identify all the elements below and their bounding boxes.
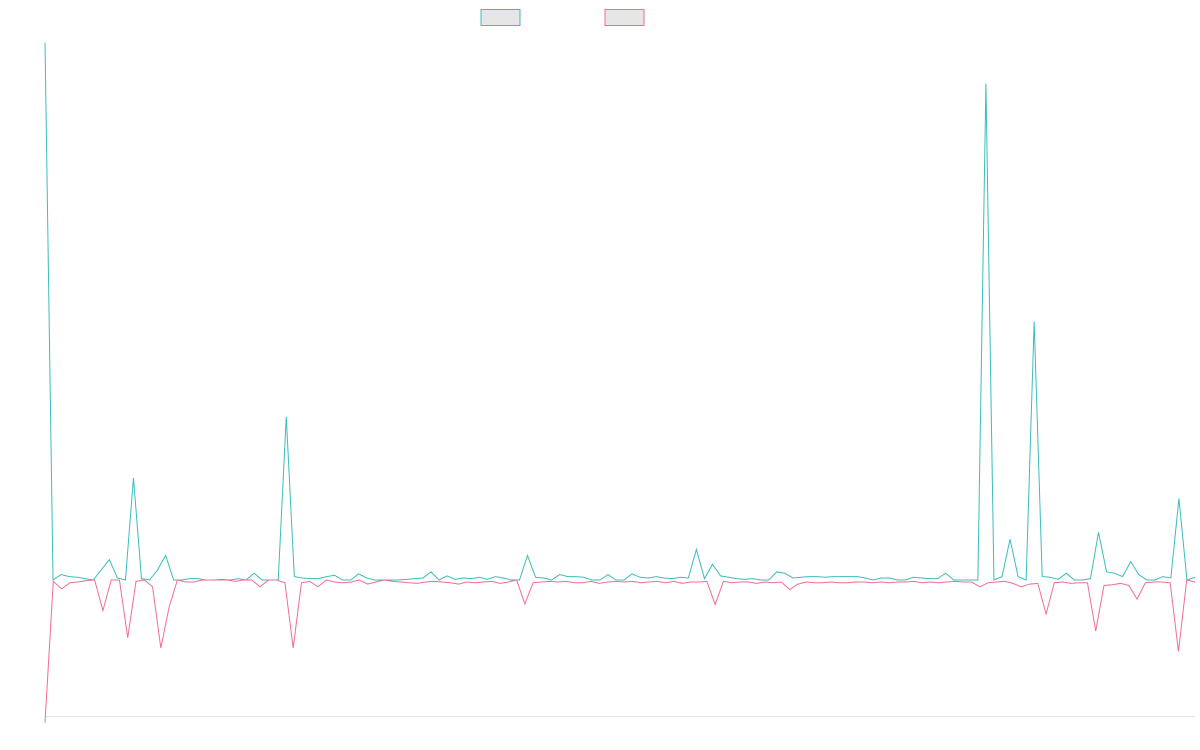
- series-line-2[interactable]: [44, 579, 1196, 723]
- series-layer: [44, 42, 1196, 723]
- chart-legend: [480, 9, 645, 26]
- legend-swatch-series-1[interactable]: [480, 9, 521, 26]
- series-line-1[interactable]: [44, 42, 1196, 581]
- legend-swatch-series-2[interactable]: [604, 9, 645, 26]
